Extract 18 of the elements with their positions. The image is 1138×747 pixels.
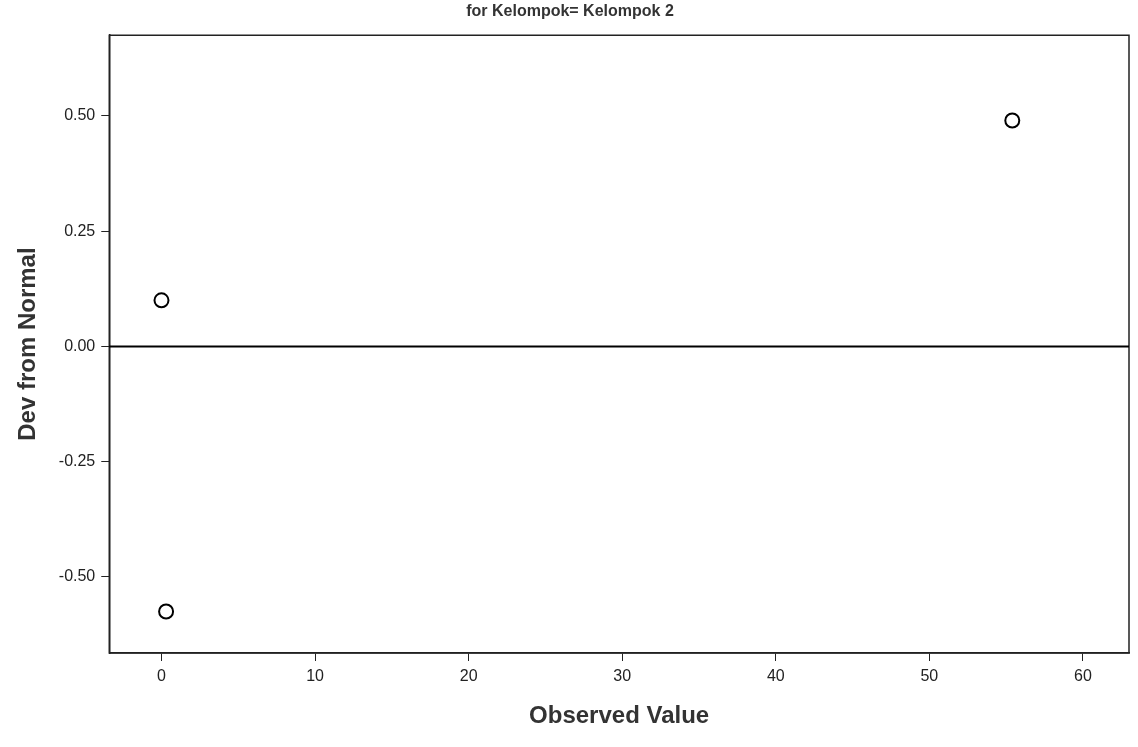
y-axis-title: Dev from Normal xyxy=(13,247,41,441)
x-axis-title: Observed Value xyxy=(529,701,710,729)
x-tick-label: 10 xyxy=(306,667,325,685)
point xyxy=(153,292,170,309)
x-tick-label: 30 xyxy=(613,667,632,685)
chart-title: for Kelompok= Kelompok 2 xyxy=(466,2,674,20)
x-tick-label: 0 xyxy=(157,667,167,685)
y-tick-label: 0.25 xyxy=(64,221,96,239)
point xyxy=(1004,112,1021,129)
y-tick-label: -0.50 xyxy=(58,567,96,585)
y-tick-label: -0.25 xyxy=(58,452,96,470)
y-tick-label: 0.00 xyxy=(64,336,96,354)
x-tick-label: 40 xyxy=(766,667,785,685)
x-tick-label: 20 xyxy=(459,667,478,685)
x-tick-label: 50 xyxy=(920,667,939,685)
x-tick-label: 60 xyxy=(1074,667,1092,685)
point xyxy=(158,603,175,620)
y-tick-label: 0.50 xyxy=(64,106,96,124)
